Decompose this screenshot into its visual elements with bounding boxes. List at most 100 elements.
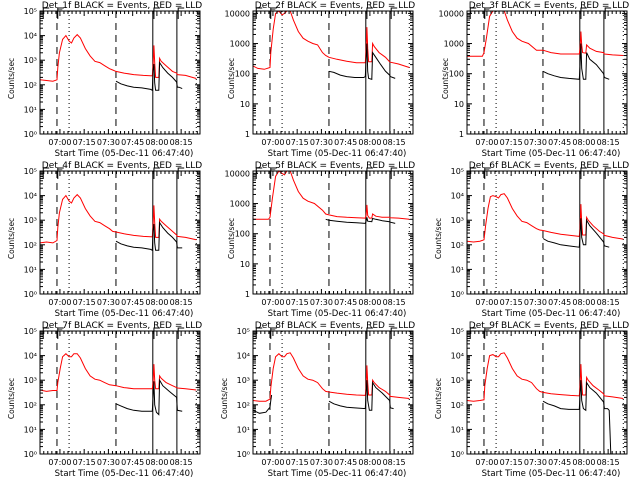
x-tick-label: 07:30 <box>310 298 333 307</box>
y-tick-label: 10000 <box>439 9 464 18</box>
top-marker-bracket <box>604 167 612 179</box>
x-tick-label: 07:00 <box>475 298 498 307</box>
panel-title: Det_4f BLACK = Events, RED = LLD <box>42 161 202 171</box>
x-tick-label: 08:00 <box>145 298 168 307</box>
y-tick-label: 1 <box>245 130 250 139</box>
top-marker-bracket <box>255 327 263 339</box>
y-axis-label: Counts/sec <box>227 218 236 259</box>
x-tick-label: 08:00 <box>572 138 595 147</box>
y-tick-label: 10³ <box>451 216 464 225</box>
y-axis-label: Counts/sec <box>7 378 16 419</box>
top-marker-bracket <box>177 167 185 179</box>
x-tick-label: 08:15 <box>597 138 620 147</box>
x-tick-label: 08:15 <box>170 458 193 467</box>
y-axis-label: Counts/sec <box>434 218 443 259</box>
y-tick-label: 10⁴ <box>24 32 37 41</box>
x-tick-label: 07:45 <box>334 458 357 467</box>
y-tick-label: 10⁴ <box>451 352 464 361</box>
x-tick-label: 07:30 <box>97 458 120 467</box>
top-marker-bracket <box>42 167 50 179</box>
x-tick-label: 07:30 <box>310 458 333 467</box>
panel-title: Det_5f BLACK = Events, RED = LLD <box>255 161 415 171</box>
plot-frame <box>252 10 414 135</box>
x-tick-label: 07:00 <box>475 138 498 147</box>
series-lld-line <box>253 170 410 220</box>
y-tick-label: 1000 <box>230 40 250 49</box>
top-marker-bracket <box>57 7 64 19</box>
x-tick-label: 08:00 <box>145 458 168 467</box>
series-lld-line <box>466 352 624 402</box>
x-tick-label: 07:00 <box>261 298 284 307</box>
panel-title: Det_7f BLACK = Events, RED = LLD <box>42 321 202 331</box>
x-axis-label: Start Time (05-Dec-11 06:47:40) <box>482 469 621 479</box>
x-axis-label: Start Time (05-Dec-11 06:47:40) <box>482 309 621 319</box>
panel-det-5: 1 10 100 1000 10000 07:00 07:15 07:30 07:45 08:00… <box>225 161 416 319</box>
x-tick-label: 08:15 <box>170 298 193 307</box>
x-tick-label: 07:00 <box>261 138 284 147</box>
x-tick-label: 07:45 <box>334 298 357 307</box>
x-tick-label: 07:45 <box>548 458 571 467</box>
y-tick-label: 10 <box>454 100 464 109</box>
y-tick-label: 10¹ <box>24 425 37 434</box>
panel-det-3: 1 10 100 1000 10000 07:00 07:15 07:30 07:45 08:00… <box>439 1 630 159</box>
top-marker-bracket <box>177 7 185 19</box>
series-lld-line <box>39 353 197 392</box>
y-tick-label: 1000 <box>230 200 250 209</box>
top-marker-bracket <box>153 7 160 19</box>
y-tick-label: 10⁰ <box>237 450 250 459</box>
plot-frame <box>252 330 414 455</box>
top-marker-bracket <box>255 7 263 19</box>
panel-title: Det_2f BLACK = Events, RED = LLD <box>255 1 415 11</box>
y-tick-label: 10³ <box>237 376 250 385</box>
series-events-line <box>542 380 612 455</box>
x-tick-label: 07:00 <box>48 138 71 147</box>
y-tick-label: 10⁵ <box>24 167 37 176</box>
series-lld-line <box>252 10 410 70</box>
x-tick-label: 07:30 <box>524 298 547 307</box>
plot-frame <box>466 330 628 455</box>
y-axis-label: Counts/sec <box>7 218 16 259</box>
y-tick-label: 10² <box>24 241 37 250</box>
top-marker-bracket <box>469 167 477 179</box>
x-tick-label: 07:00 <box>48 458 71 467</box>
x-tick-label: 07:15 <box>73 138 96 147</box>
x-tick-label: 07:15 <box>73 298 96 307</box>
top-marker-bracket <box>366 7 373 19</box>
x-tick-label: 08:00 <box>358 298 381 307</box>
y-axis-label: Counts/sec <box>227 58 236 99</box>
panel-title: Det_3f BLACK = Events, RED = LLD <box>469 1 629 11</box>
x-tick-label: 07:15 <box>500 138 523 147</box>
x-tick-label: 07:00 <box>475 458 498 467</box>
x-tick-label: 08:15 <box>383 458 406 467</box>
x-axis-label: Start Time (05-Dec-11 06:47:40) <box>268 469 407 479</box>
x-tick-label: 07:45 <box>548 298 571 307</box>
y-tick-label: 10⁰ <box>451 450 464 459</box>
top-marker-bracket <box>390 327 398 339</box>
y-tick-label: 10⁵ <box>24 7 37 16</box>
y-tick-label: 10² <box>24 81 37 90</box>
top-marker-bracket <box>270 167 277 179</box>
top-marker-bracket <box>390 167 398 179</box>
x-axis-label: Start Time (05-Dec-11 06:47:40) <box>268 309 407 319</box>
panel-det-2: 1 10 100 1000 10000 07:00 07:15 07:30 07:45 08:00… <box>225 1 416 159</box>
y-tick-label: 10⁴ <box>24 192 37 201</box>
x-tick-label: 07:00 <box>48 298 71 307</box>
top-marker-bracket <box>484 167 491 179</box>
y-tick-label: 10¹ <box>451 265 464 274</box>
y-tick-label: 10² <box>451 401 464 410</box>
series-events-line <box>252 394 273 414</box>
top-marker-bracket <box>366 327 373 339</box>
top-marker-bracket <box>177 327 185 339</box>
series-lld-line <box>466 193 624 243</box>
x-tick-label: 08:15 <box>597 458 620 467</box>
series-events-line <box>542 43 610 80</box>
series-events-line <box>325 217 396 224</box>
series-lld-line <box>39 33 197 82</box>
y-tick-label: 10² <box>24 401 37 410</box>
panel-title: Det_9f BLACK = Events, RED = LLD <box>469 321 629 331</box>
y-tick-label: 10⁰ <box>451 290 464 299</box>
